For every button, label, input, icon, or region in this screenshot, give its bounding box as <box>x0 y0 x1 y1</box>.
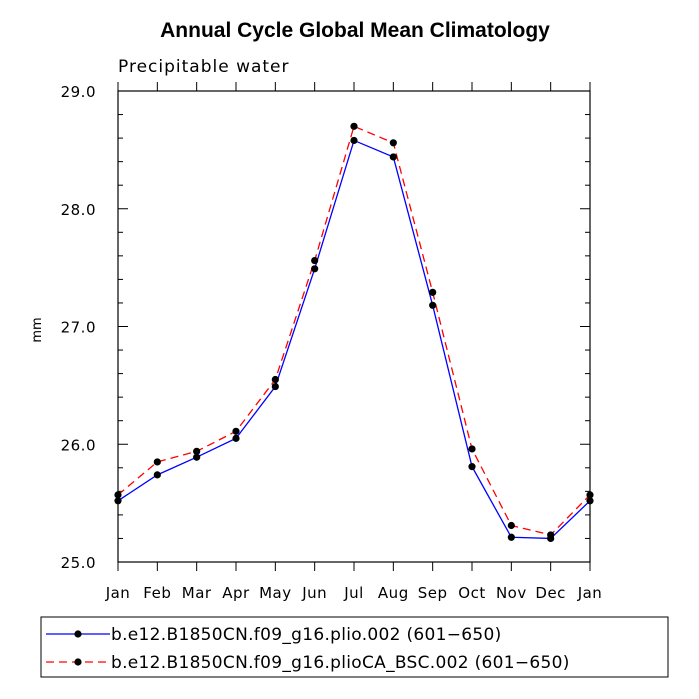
series-1-point <box>468 463 476 471</box>
series-1-point <box>311 265 319 273</box>
series-1-point <box>232 434 240 442</box>
series-2-point <box>232 427 240 435</box>
series-2-point <box>350 122 358 130</box>
y-tick-label: 27.0 <box>61 319 96 337</box>
x-tick-label: Jan <box>105 584 131 602</box>
legend-label-pliocabsc: b.e12.B1850CN.f09_g16.plioCA_BSC.002 (60… <box>111 653 570 673</box>
legend-marker-plio <box>74 630 82 638</box>
series-2-point <box>389 139 397 147</box>
y-tick-label: 29.0 <box>61 83 96 101</box>
series-2-point <box>153 458 161 466</box>
x-tick-label: Mar <box>182 584 212 602</box>
y-tick-label: 28.0 <box>61 201 96 219</box>
legend-box <box>40 616 669 678</box>
series-2-point <box>468 445 476 453</box>
legend-marker-pliocabsc <box>74 658 82 666</box>
x-tick-label: May <box>259 584 292 602</box>
x-tick-label: Oct <box>458 584 485 602</box>
y-tick-label: 26.0 <box>61 436 96 454</box>
x-tick-label: Dec <box>535 584 566 602</box>
plot-frame <box>117 90 591 563</box>
series-2-point <box>311 256 319 265</box>
x-tick-label: Jun <box>301 584 327 602</box>
y-axis-label: mm <box>30 317 45 342</box>
series-2-point <box>193 447 201 455</box>
legend: b.e12.B1850CN.f09_g16.plio.002 (601−650)… <box>40 616 669 678</box>
chart-subtitle: Precipitable water <box>118 57 290 77</box>
x-tick-label: Sep <box>418 584 448 602</box>
x-tick-label: Aug <box>378 584 409 602</box>
series-2-point <box>429 288 437 296</box>
series-2-point <box>507 521 515 530</box>
x-tick-label: Jan <box>577 584 603 602</box>
series-1-point <box>153 471 161 479</box>
series-1-point <box>271 382 279 391</box>
series-1-point <box>429 301 437 309</box>
series-1-point <box>389 153 397 161</box>
chart-title: Annual Cycle Global Mean Climatology <box>160 19 550 42</box>
series-2-point <box>271 375 279 384</box>
x-tick-label: Nov <box>496 584 527 602</box>
legend-label-plio: b.e12.B1850CN.f09_g16.plio.002 (601−650) <box>111 625 502 645</box>
series-2-point <box>547 531 555 539</box>
series-line-2 <box>117 125 591 536</box>
series-1-point <box>350 136 358 145</box>
legend-entry-plio: b.e12.B1850CN.f09_g16.plio.002 (601−650) <box>46 625 502 645</box>
axes-group: 25.0 26.0 27.0 28.0 29.0 Jan Feb Mar Apr May Jun Ju… <box>61 82 603 602</box>
legend-entry-pliocabsc: b.e12.B1850CN.f09_g16.plioCA_BSC.002 (60… <box>46 653 570 673</box>
x-tick-label: Feb <box>143 584 171 602</box>
y-tick-label: 25.0 <box>61 554 96 572</box>
series-group <box>114 122 594 543</box>
series-1-point <box>507 533 515 541</box>
x-tick-label: Apr <box>222 584 250 602</box>
series-line-1 <box>117 139 591 540</box>
series-1-point <box>193 453 201 461</box>
x-tick-label: Jul <box>343 584 364 602</box>
